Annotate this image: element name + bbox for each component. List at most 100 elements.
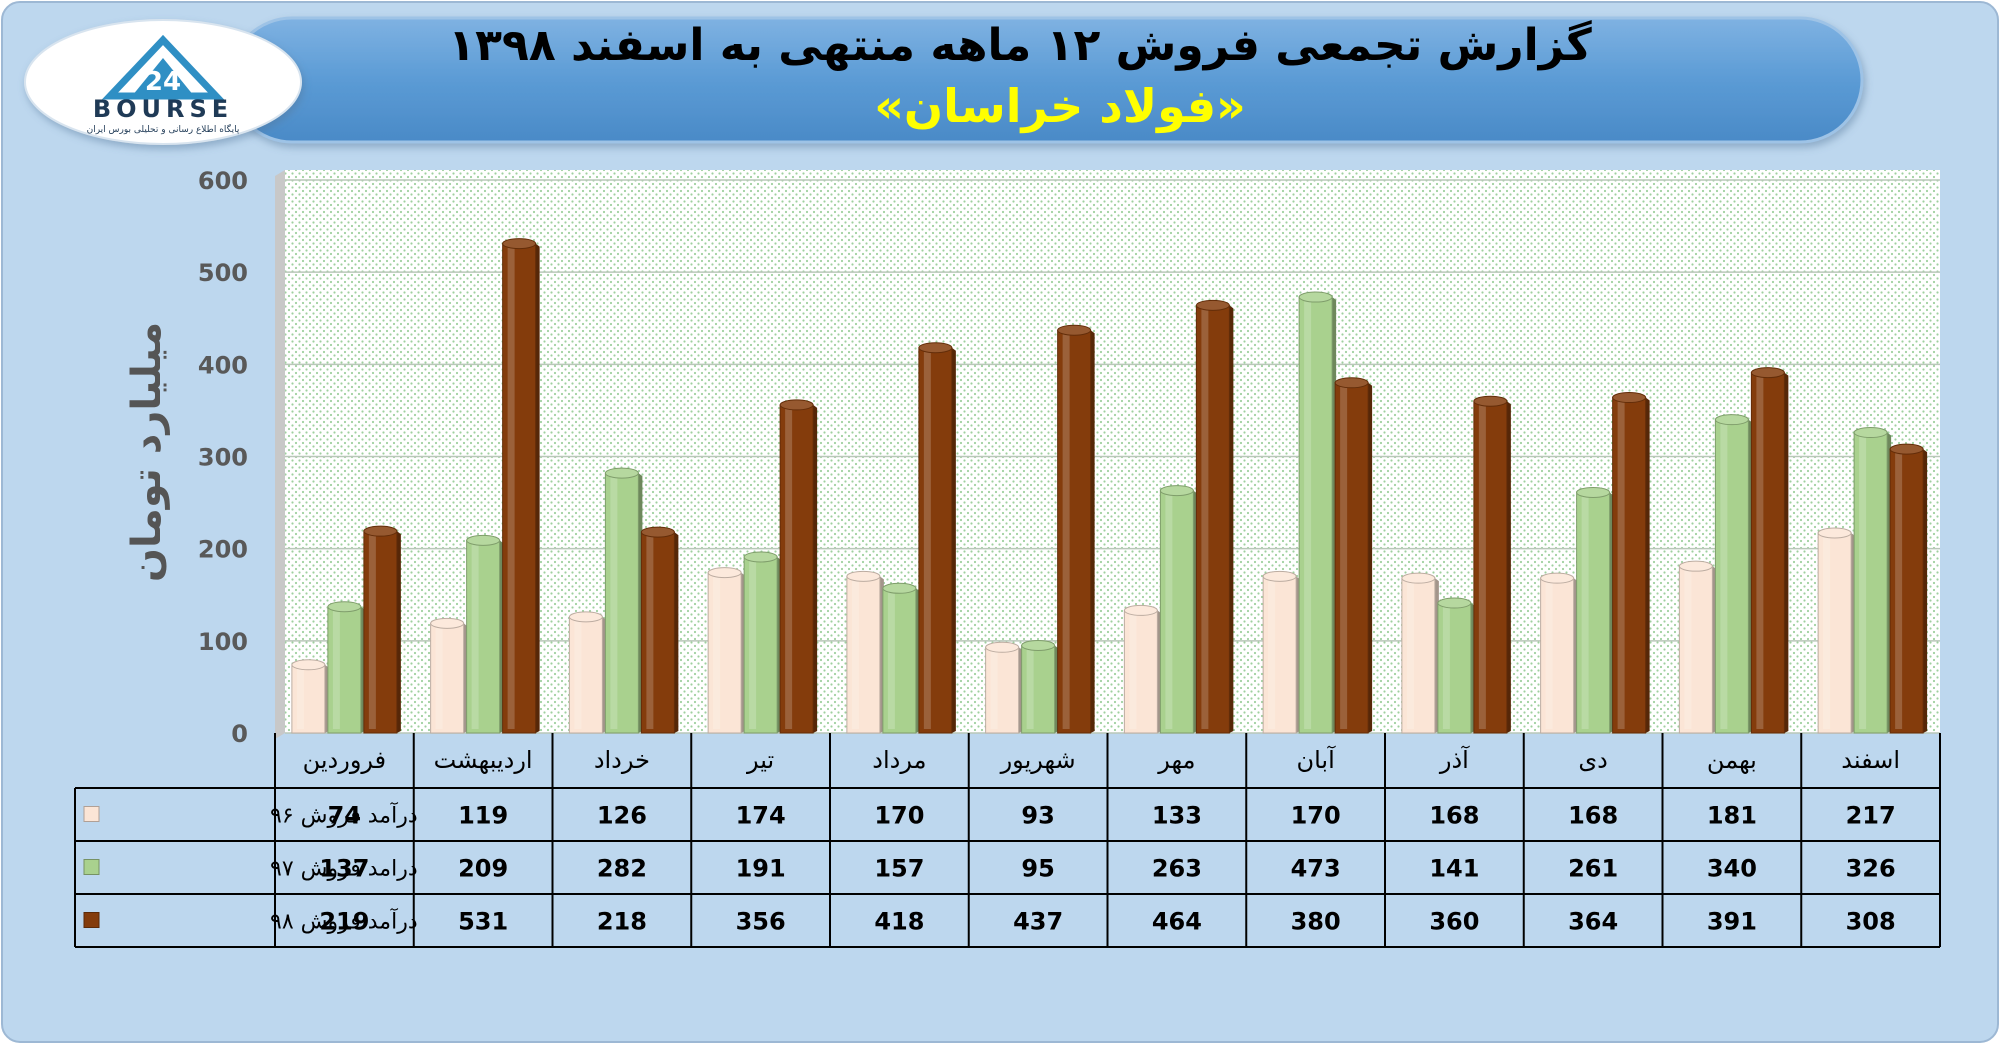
bar-body	[1262, 575, 1297, 734]
bar-side	[1506, 401, 1511, 733]
logo-tagline: پایگاه اطلاع رسانی و تحلیلی بورس ایران	[87, 123, 240, 135]
y-tick-label: 400	[198, 351, 248, 379]
data-label: 308	[1846, 908, 1896, 936]
bar	[1334, 377, 1373, 734]
bar	[640, 526, 679, 734]
bar-body	[327, 606, 362, 734]
svg-text:24: 24	[145, 67, 181, 97]
data-label: 168	[1429, 802, 1479, 830]
x-tick-label: مهر	[1157, 746, 1195, 774]
bar-cap	[882, 582, 917, 594]
bar	[430, 617, 468, 734]
bar-body	[743, 556, 778, 734]
data-label: 531	[458, 908, 508, 936]
bar-body	[1540, 577, 1575, 734]
bar-highlight	[1581, 496, 1589, 729]
data-label: 141	[1429, 855, 1479, 883]
bar-cap	[1612, 392, 1647, 404]
data-label: 126	[597, 802, 647, 830]
bar-body	[918, 347, 953, 734]
bar-body	[1612, 397, 1647, 734]
bar-body	[604, 472, 639, 734]
bar-highlight	[1304, 301, 1312, 729]
bar-cap	[640, 526, 675, 538]
bar-side	[1090, 330, 1095, 733]
bar	[1817, 527, 1856, 734]
y-tick-label: 600	[198, 167, 248, 195]
data-label: 157	[874, 855, 924, 883]
bar-cap	[363, 525, 398, 537]
bar-cap	[1021, 639, 1056, 651]
bar-highlight	[851, 580, 859, 729]
x-tick-label: بهمن	[1707, 746, 1757, 774]
bar-highlight	[1062, 334, 1070, 729]
bar-body	[846, 575, 881, 734]
y-tick-label: 500	[198, 259, 248, 287]
bar-highlight	[1756, 376, 1764, 729]
bar	[604, 467, 643, 734]
bar-highlight	[887, 592, 895, 729]
data-label: 356	[736, 908, 786, 936]
bar-body	[1298, 296, 1333, 734]
bar	[918, 342, 956, 734]
bar-body	[1889, 448, 1924, 734]
data-label: 218	[597, 908, 647, 936]
bar-highlight	[1129, 614, 1137, 729]
title-banner: گزارش تجمعی فروش ۱۲ ماهه منتهی به اسفند …	[228, 16, 1864, 144]
bar-highlight	[1442, 607, 1450, 729]
bar-side	[1229, 305, 1234, 733]
data-label: 137	[319, 855, 369, 883]
bar-side	[813, 404, 818, 733]
bar-highlight	[713, 576, 721, 729]
bar	[568, 611, 607, 734]
bar	[846, 570, 884, 734]
x-tick-label: مرداد	[872, 746, 926, 774]
bar-highlight	[1684, 570, 1692, 729]
bar-body	[640, 531, 675, 734]
plot-left-wall	[275, 170, 285, 739]
bar-highlight	[296, 668, 304, 729]
bar-body	[985, 646, 1020, 734]
bar-highlight	[610, 477, 618, 729]
bar-side	[1645, 397, 1650, 733]
bar	[291, 659, 329, 734]
bar	[707, 567, 746, 734]
bar-cap	[1334, 377, 1369, 389]
y-tick-label: 100	[198, 628, 248, 656]
bar-cap	[1817, 527, 1852, 539]
data-label: 168	[1568, 802, 1618, 830]
bar	[1540, 572, 1578, 734]
bar	[1750, 367, 1789, 734]
bar	[1437, 597, 1475, 734]
bar-cap	[743, 551, 778, 563]
plot-area	[285, 170, 1940, 733]
data-label: 217	[1846, 802, 1896, 830]
bar-highlight	[646, 536, 654, 729]
bar	[1714, 414, 1753, 734]
bar-cap	[1853, 427, 1888, 439]
bar-side	[674, 532, 679, 733]
legend-entry: درامد فروش ۹۷	[270, 857, 418, 882]
data-label: 261	[1568, 855, 1618, 883]
data-label: 174	[736, 802, 786, 830]
bar	[1401, 572, 1439, 734]
legend-swatch	[83, 912, 100, 928]
bar-cap	[1678, 560, 1713, 572]
x-tick-label: اردیبهشت	[434, 746, 533, 774]
bar-body	[1195, 304, 1230, 734]
bar-cap	[1750, 367, 1785, 379]
bar-body	[466, 539, 501, 734]
bar-body	[291, 664, 326, 734]
bar-body	[1123, 609, 1158, 734]
bar-body	[568, 616, 603, 734]
bar	[1612, 392, 1650, 734]
bar-highlight	[785, 408, 793, 729]
bar-highlight	[1617, 401, 1625, 729]
data-table: فروردین اردیبهشت خرداد تیر مرداد شهریور مهر آبا…	[74, 733, 1941, 948]
bar-cap	[1437, 597, 1472, 609]
data-label: 464	[1152, 908, 1202, 936]
bar	[466, 534, 504, 734]
bar-highlight	[471, 544, 479, 729]
bar	[1123, 604, 1162, 734]
